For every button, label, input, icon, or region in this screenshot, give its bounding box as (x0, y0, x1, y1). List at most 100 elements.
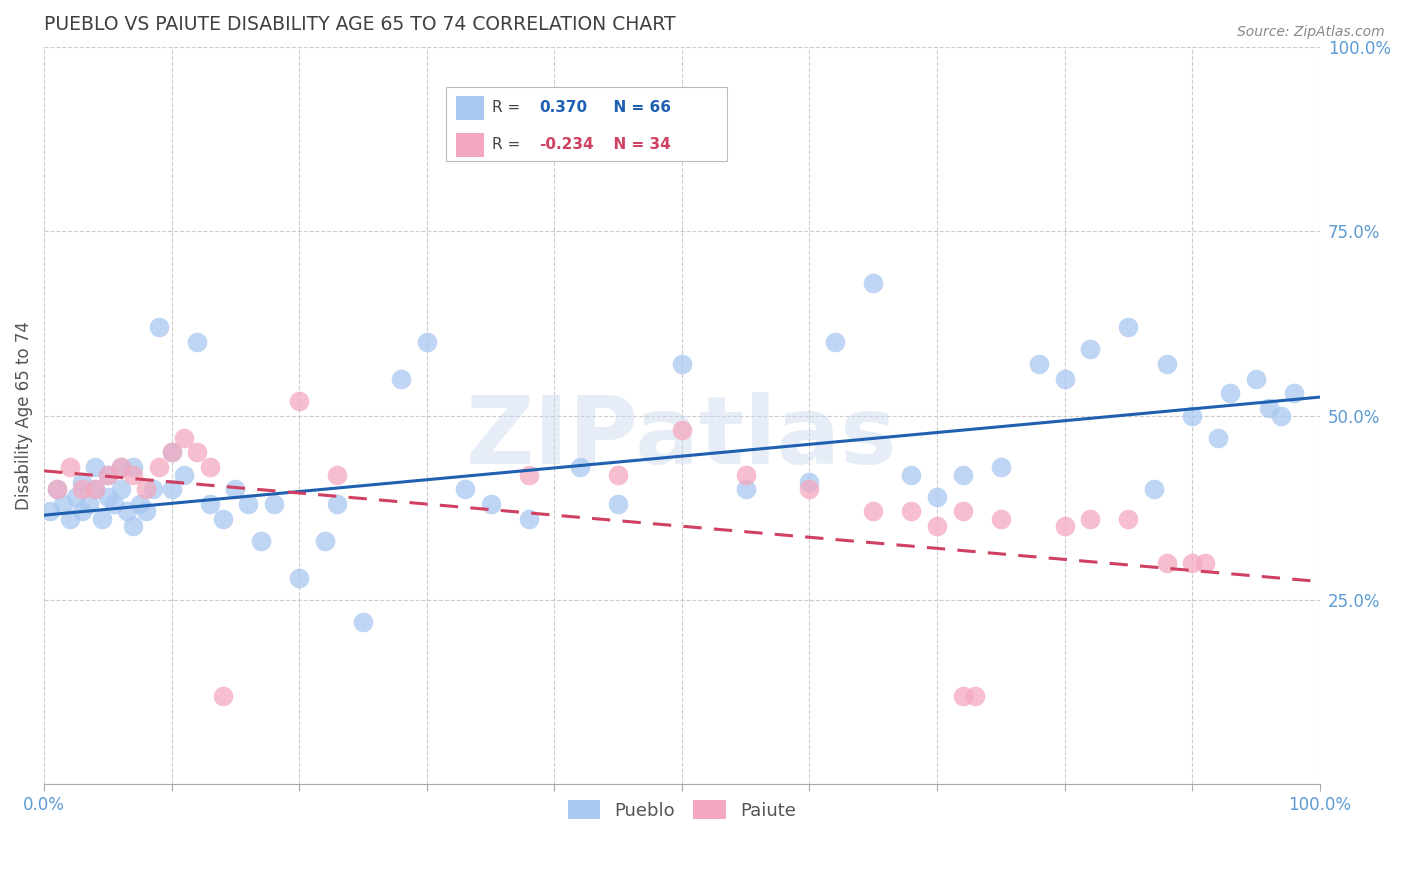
Point (1028, 357, 1050, 371)
Point (517, 512, 540, 526)
Point (1219, 386, 1241, 401)
Point (115, 504, 138, 518)
Point (84, 483, 107, 497)
Text: Source: ZipAtlas.com: Source: ZipAtlas.com (1237, 25, 1385, 39)
Point (900, 504, 922, 518)
Point (862, 504, 884, 518)
Text: -0.234: -0.234 (538, 137, 593, 153)
Point (1156, 357, 1178, 371)
Point (607, 467, 630, 482)
Point (141, 483, 163, 497)
Point (90, 512, 112, 526)
Point (211, 689, 233, 703)
Point (39, 504, 62, 518)
Point (122, 460, 145, 475)
Point (671, 357, 693, 371)
Point (671, 423, 693, 437)
Text: R =: R = (492, 101, 524, 115)
Point (952, 504, 974, 518)
Point (1194, 556, 1216, 570)
Point (198, 460, 221, 475)
Point (110, 460, 132, 475)
Point (1270, 409, 1292, 423)
Point (517, 467, 540, 482)
Point (135, 504, 157, 518)
Point (72, 483, 94, 497)
Point (389, 372, 412, 386)
Y-axis label: Disability Age 65 to 74: Disability Age 65 to 74 (15, 321, 32, 510)
Point (607, 497, 630, 511)
Point (1053, 519, 1076, 533)
Point (173, 467, 195, 482)
Point (326, 467, 349, 482)
Point (925, 519, 948, 533)
Point (110, 460, 132, 475)
Legend: Pueblo, Paiute: Pueblo, Paiute (561, 793, 803, 827)
Point (1282, 386, 1305, 401)
Point (1244, 372, 1267, 386)
FancyBboxPatch shape (456, 133, 484, 157)
Point (211, 512, 233, 526)
Text: N = 34: N = 34 (603, 137, 671, 153)
Point (1181, 409, 1204, 423)
Point (198, 497, 221, 511)
Point (122, 519, 145, 533)
Point (1053, 372, 1076, 386)
Point (45, 483, 67, 497)
Point (128, 497, 150, 511)
Point (59, 512, 82, 526)
Point (1206, 431, 1229, 445)
Text: ZIPatlas: ZIPatlas (467, 392, 897, 483)
Point (160, 445, 183, 459)
Point (84, 483, 107, 497)
Point (288, 571, 311, 585)
Point (72, 475, 94, 489)
Point (734, 483, 756, 497)
Point (1181, 556, 1204, 570)
Point (77, 497, 100, 511)
Point (824, 334, 846, 349)
Point (263, 497, 285, 511)
Point (238, 497, 260, 511)
Point (1143, 483, 1166, 497)
Point (122, 467, 145, 482)
Point (148, 320, 170, 334)
Point (416, 334, 439, 349)
Point (288, 393, 311, 408)
Point (454, 483, 477, 497)
Point (734, 467, 756, 482)
Point (326, 497, 349, 511)
Point (224, 483, 246, 497)
Point (173, 431, 195, 445)
Point (1257, 401, 1279, 416)
FancyBboxPatch shape (446, 87, 727, 161)
Point (352, 615, 374, 629)
Point (1118, 512, 1140, 526)
FancyBboxPatch shape (456, 96, 484, 120)
Point (186, 445, 208, 459)
Point (479, 497, 502, 511)
Point (952, 467, 974, 482)
Text: 0.370: 0.370 (538, 101, 588, 115)
Point (45, 483, 67, 497)
Point (103, 497, 125, 511)
Point (97, 467, 120, 482)
Point (990, 512, 1012, 526)
Text: R =: R = (492, 137, 524, 153)
Point (148, 460, 170, 475)
Point (160, 445, 183, 459)
Point (1078, 342, 1101, 356)
Point (135, 483, 157, 497)
Point (72, 504, 94, 518)
Point (97, 490, 120, 504)
Point (1118, 320, 1140, 334)
Point (568, 460, 591, 475)
Point (97, 467, 120, 482)
Point (1078, 512, 1101, 526)
Point (84, 460, 107, 475)
Point (862, 276, 884, 290)
Point (59, 460, 82, 475)
Point (1156, 556, 1178, 570)
Point (250, 533, 273, 548)
Point (110, 483, 132, 497)
